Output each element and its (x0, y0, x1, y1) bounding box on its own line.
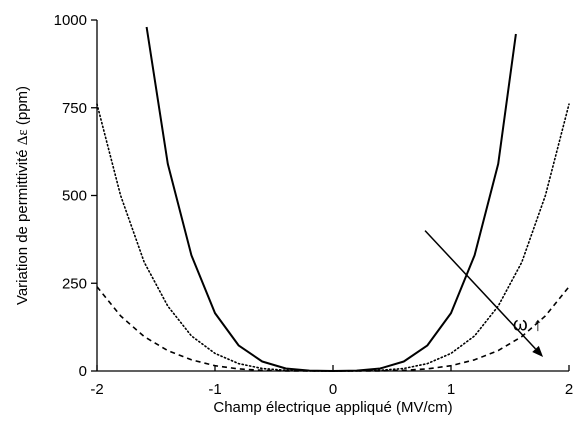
x-tick-label: 2 (565, 381, 573, 398)
annotation-layer: ω ↑ (424, 230, 544, 357)
x-tick-label: -2 (90, 381, 103, 398)
frequency-arrow-head (532, 345, 544, 357)
y-ticks: 0 250 500 750 1000 (54, 12, 97, 380)
series-solid-line (145, 26, 517, 372)
x-tick-label: 1 (447, 381, 455, 398)
axes-layer: -2 -1 0 1 2 0 250 500 750 1000 (54, 12, 574, 398)
x-tick-label: 0 (329, 381, 337, 398)
y-tick-label: 1000 (54, 12, 87, 29)
frequency-arrow (424, 230, 537, 350)
y-tick-label: 500 (62, 188, 87, 205)
curves-layer (96, 26, 570, 372)
x-tick-label: -1 (208, 381, 221, 398)
x-ticks: -2 -1 0 1 2 (90, 365, 573, 398)
x-axis-label: Champ électrique appliqué (MV/cm) (213, 399, 452, 416)
y-axis-label: Variation de permittivité Δε (ppm) (14, 86, 31, 305)
y-tick-label: 750 (62, 100, 87, 117)
y-axis-label-symbol: Δε (15, 129, 31, 145)
omega-annotation: ω ↑ (513, 315, 543, 336)
series-dashed-line (96, 286, 570, 372)
y-axis-label-suffix: (ppm) (14, 86, 31, 129)
y-tick-label: 250 (62, 275, 87, 292)
y-axis-label-prefix: Variation de permittivité (14, 145, 31, 305)
series-dotted-line (96, 103, 570, 372)
y-tick-label: 0 (79, 363, 87, 380)
